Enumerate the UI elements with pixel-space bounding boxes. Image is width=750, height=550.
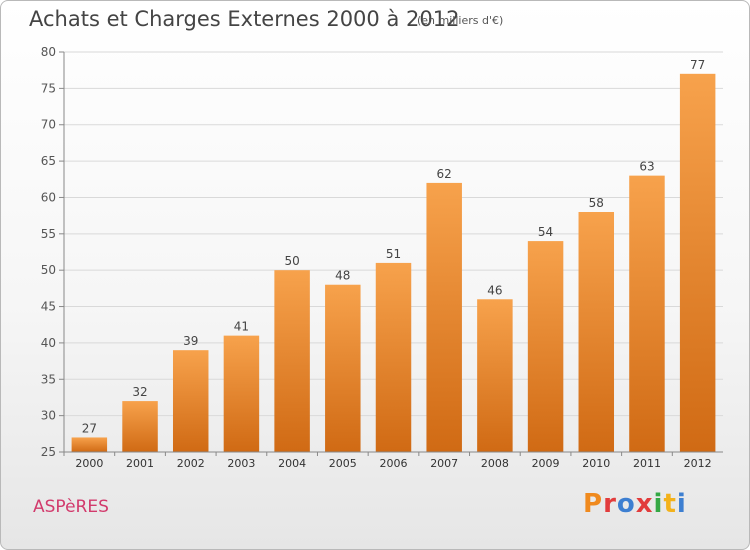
bar-chart: 25 30 35 40 45 50 55 60 65 70 75 80 27 32 39 41 50 48 51 6… — [41, 45, 723, 470]
data-label: 41 — [234, 320, 249, 334]
x-tick-label: 2011 — [633, 457, 661, 470]
x-tick-label: 2003 — [227, 457, 255, 470]
logo-letter: i — [653, 489, 664, 519]
bar-2011 — [629, 175, 665, 453]
data-label: 46 — [487, 283, 502, 297]
bar-2006 — [375, 262, 412, 452]
data-label: 58 — [589, 196, 604, 210]
bar-2007 — [426, 182, 462, 452]
data-label: 54 — [538, 225, 553, 239]
y-tick-label: 25 — [41, 445, 56, 459]
y-tick-label: 40 — [41, 336, 56, 350]
x-axis-ticks: 2000 2001 2002 2003 2004 2005 2006 2007 2008 2009… — [63, 452, 712, 470]
y-tick-label: 45 — [41, 300, 56, 314]
y-tick-label: 65 — [41, 154, 56, 168]
y-tick-label: 80 — [41, 45, 56, 59]
chart-title: Achats et Charges Externes 2000 à 2012 — [29, 7, 460, 31]
data-label: 62 — [437, 167, 452, 181]
data-labels: 27 32 39 41 50 48 51 62 46 54 58 63 77 — [82, 58, 706, 436]
data-label: 32 — [132, 385, 147, 399]
x-tick-label: 2005 — [329, 457, 357, 470]
y-tick-label: 70 — [41, 118, 56, 132]
logo-letter: x — [635, 489, 654, 519]
y-tick-label: 30 — [41, 409, 56, 423]
logo-letter: P — [583, 489, 604, 519]
bars — [71, 73, 716, 453]
data-label: 63 — [639, 160, 654, 174]
proxiti-logo[interactable]: Proxiti — [583, 489, 687, 519]
y-tick-label: 60 — [41, 190, 56, 204]
x-tick-label: 2004 — [278, 457, 306, 470]
data-label: 77 — [690, 58, 705, 72]
chart-subtitle: (en milliers d'€) — [417, 14, 504, 27]
x-tick-label: 2000 — [75, 457, 103, 470]
bar-2009 — [527, 241, 564, 452]
x-tick-label: 2008 — [481, 457, 509, 470]
y-axis-ticks: 25 30 35 40 45 50 55 60 65 70 75 80 — [41, 45, 64, 459]
x-tick-label: 2009 — [532, 457, 560, 470]
data-label: 50 — [284, 254, 299, 268]
x-tick-label: 2002 — [177, 457, 205, 470]
bar-2004 — [274, 270, 310, 452]
data-label: 39 — [183, 334, 198, 348]
data-label: 48 — [335, 269, 350, 283]
y-tick-label: 75 — [41, 81, 56, 95]
logo-letter: t — [663, 489, 677, 519]
x-tick-label: 2012 — [684, 457, 712, 470]
x-tick-label: 2007 — [430, 457, 458, 470]
data-label: 27 — [82, 421, 97, 435]
y-tick-label: 55 — [41, 227, 56, 241]
commune-name: ASPèRES — [33, 497, 109, 517]
bar-2003 — [223, 335, 260, 452]
bar-2002 — [172, 350, 209, 452]
logo-letter: i — [676, 489, 687, 519]
logo-letter: r — [603, 489, 617, 519]
bar-2012 — [679, 73, 716, 453]
x-tick-label: 2010 — [582, 457, 610, 470]
y-tick-label: 50 — [41, 263, 56, 277]
data-label: 51 — [386, 247, 401, 261]
y-tick-label: 35 — [41, 372, 56, 386]
bar-2000 — [71, 437, 108, 452]
bar-2008 — [477, 299, 513, 452]
logo-letter: o — [616, 489, 636, 519]
x-tick-label: 2006 — [380, 457, 408, 470]
bar-2005 — [325, 284, 361, 452]
bar-2001 — [122, 401, 158, 452]
bar-2010 — [578, 212, 615, 452]
x-tick-label: 2001 — [126, 457, 154, 470]
